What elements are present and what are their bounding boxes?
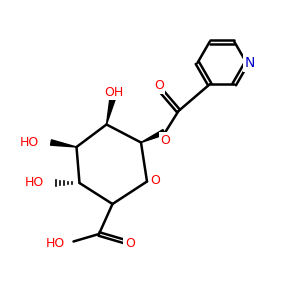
Polygon shape [106, 98, 115, 124]
Text: HO: HO [25, 176, 44, 190]
Text: HO: HO [46, 237, 65, 250]
Text: O: O [154, 79, 164, 92]
Text: O: O [160, 134, 170, 147]
Text: HO: HO [20, 136, 39, 149]
Text: N: N [245, 56, 255, 70]
Polygon shape [50, 140, 76, 147]
Polygon shape [141, 130, 165, 142]
Text: O: O [151, 173, 160, 187]
Text: OH: OH [104, 86, 124, 99]
Text: O: O [125, 237, 135, 250]
